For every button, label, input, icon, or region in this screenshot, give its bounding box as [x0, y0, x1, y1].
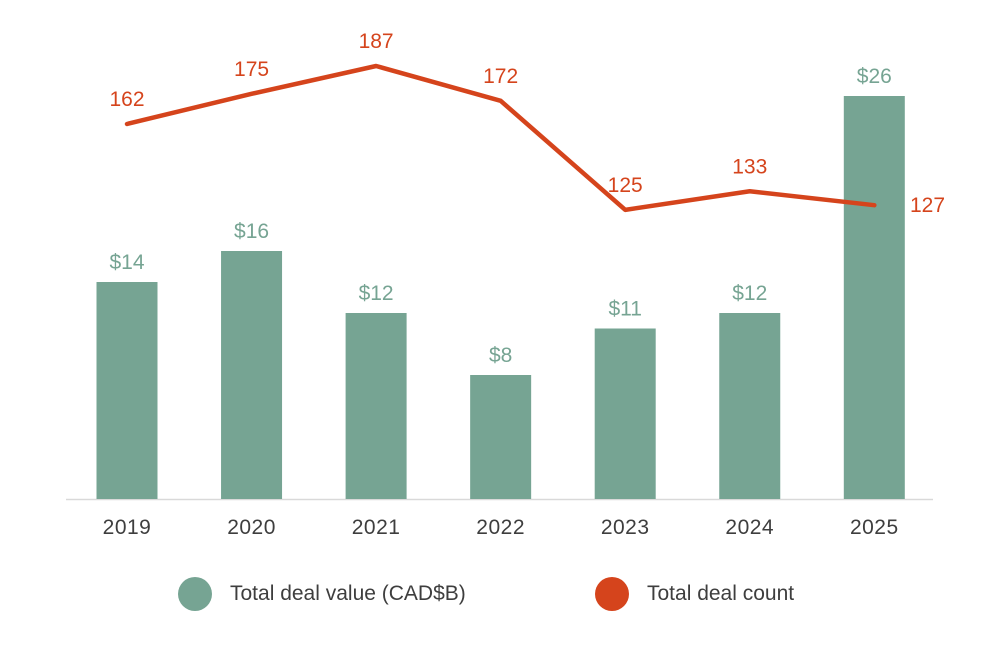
line-label-2023: 125	[608, 174, 643, 197]
legend-item-deal-value: Total deal value (CAD$B)	[178, 575, 466, 613]
bar-2023	[594, 328, 656, 499]
x-tick-2021: 2021	[352, 516, 401, 539]
line-label-2024: 133	[732, 155, 767, 178]
bar-2024	[719, 313, 781, 499]
line-label-2022: 172	[483, 65, 518, 88]
x-tick-2019: 2019	[103, 516, 152, 539]
bar-label-2019: $14	[109, 251, 144, 274]
x-tick-2024: 2024	[725, 516, 774, 539]
line-label-2019: 162	[109, 88, 144, 111]
line-label-2021: 187	[359, 30, 394, 53]
bar-label-2020: $16	[234, 220, 269, 243]
bar-label-2021: $12	[359, 282, 394, 305]
x-tick-2023: 2023	[601, 516, 650, 539]
bar-label-2024: $12	[732, 282, 767, 305]
bar-label-2023: $11	[608, 298, 641, 321]
deal-count-line	[124, 63, 877, 213]
x-tick-2020: 2020	[227, 516, 276, 539]
deal-count-swatch	[595, 577, 629, 611]
bar-label-2025: $26	[857, 65, 892, 88]
x-tick-2022: 2022	[476, 516, 525, 539]
deal-value-swatch	[178, 577, 212, 611]
x-tick-2025: 2025	[850, 516, 899, 539]
bar-2019	[96, 282, 158, 499]
bar-2025	[843, 96, 905, 499]
deal-count-legend-label: Total deal count	[647, 582, 795, 605]
chart-plot-area: $14 $16 $12 $8 $11 $12 $26 162 175 187 172 125 133 12…	[66, 30, 945, 539]
legend-item-deal-count: Total deal count	[595, 575, 794, 613]
bar-2022	[470, 375, 532, 499]
line-label-2025: 127	[910, 194, 945, 217]
line-label-2020: 175	[234, 58, 269, 81]
chart-legend: Total deal value (CAD$B) Total deal coun…	[0, 575, 1000, 615]
bar-2021	[345, 313, 407, 499]
bar-label-2022: $8	[489, 344, 512, 367]
bar-2020	[221, 251, 283, 499]
deal-value-legend-label: Total deal value (CAD$B)	[230, 582, 466, 605]
